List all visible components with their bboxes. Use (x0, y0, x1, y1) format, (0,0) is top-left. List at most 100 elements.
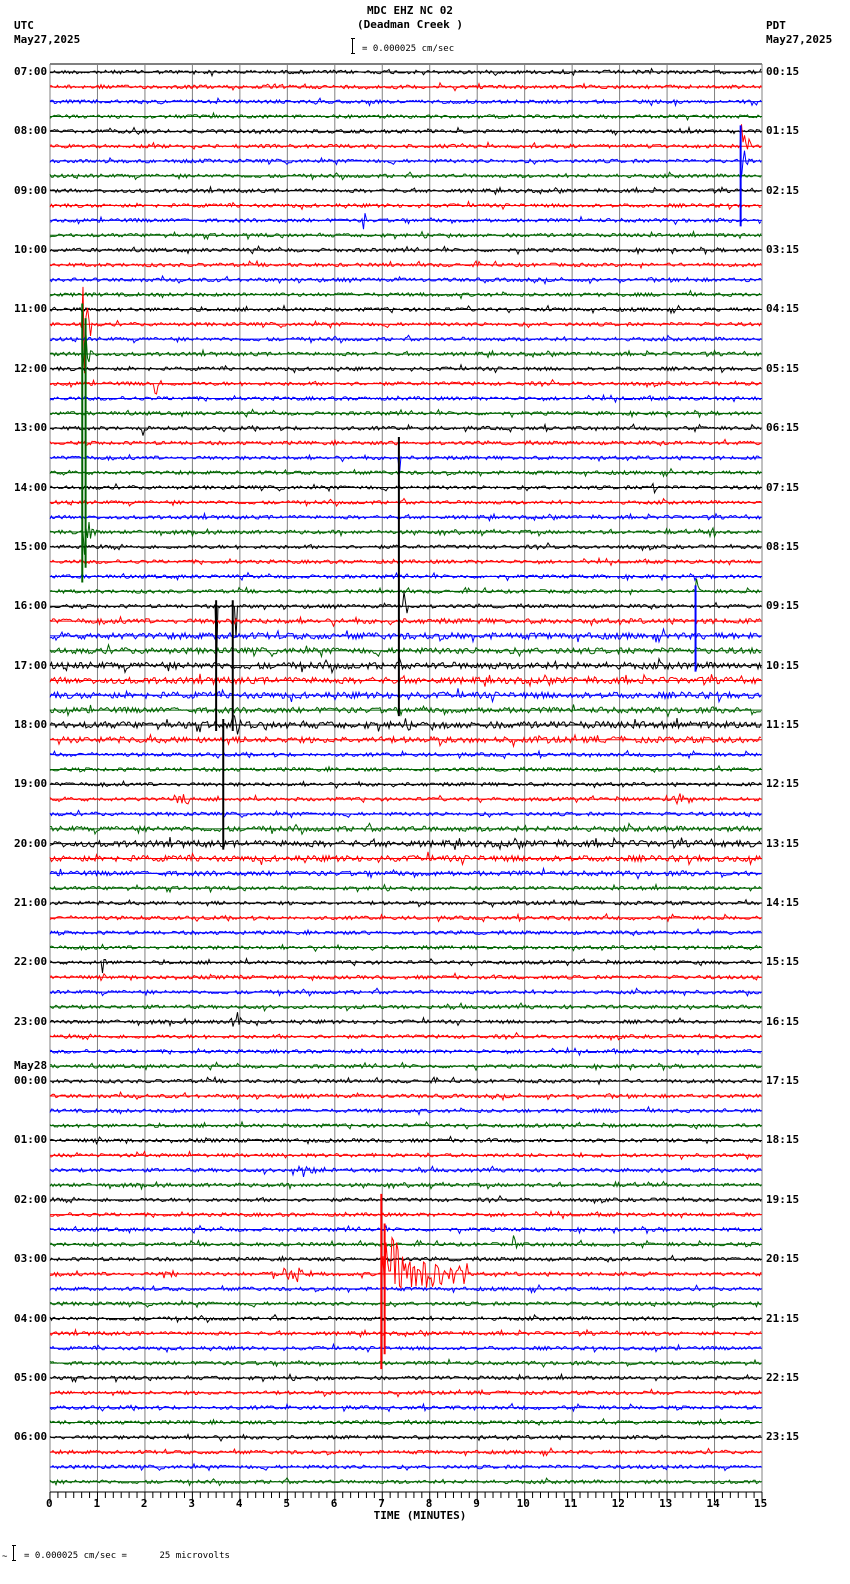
trace-row-28 (49, 482, 762, 495)
pdt-time-label: 08:15 (766, 539, 800, 553)
pdt-time-label: 19:15 (766, 1192, 800, 1206)
utc-time-label: 10:00 (14, 243, 48, 257)
pdt-time-label: 11:15 (766, 717, 800, 731)
pdt-time-label: 14:15 (766, 896, 800, 910)
trace-row-37 (49, 615, 762, 628)
trace-row-92 (49, 1433, 762, 1443)
trace-row-84 (49, 1313, 762, 1324)
trace-row-8 (49, 185, 762, 196)
trace-row-73 (49, 1150, 762, 1161)
pdt-time-label: 17:15 (766, 1074, 800, 1088)
trace-row-14 (49, 274, 762, 286)
x-tick-label: 12 (611, 1497, 625, 1510)
footer-mark: ~ (2, 1552, 8, 1562)
trace-row-21 (49, 378, 762, 395)
utc-time-label: 08:00 (14, 124, 48, 138)
pdt-time-label: 05:15 (766, 361, 800, 375)
pdt-time-label: 02:15 (766, 183, 800, 197)
trace-row-31 (49, 521, 762, 555)
trace-row-30 (49, 511, 762, 523)
trace-row-90 (49, 1402, 762, 1413)
x-tick-label: 11 (564, 1497, 578, 1510)
trace-row-49 (49, 793, 762, 806)
utc-time-label: 18:00 (14, 717, 48, 731)
trace-row-38 (49, 627, 762, 644)
left-date: May27,2025 (14, 33, 81, 46)
pdt-time-label: 04:15 (766, 302, 800, 316)
pdt-time-label: 20:15 (766, 1252, 800, 1266)
trace-row-85 (49, 1327, 762, 1339)
right-timezone: PDT (766, 19, 786, 32)
x-tick-label: 6 (330, 1497, 338, 1510)
trace-row-71 (49, 1120, 762, 1130)
trace-row-94 (49, 1462, 762, 1472)
trace-row-91 (49, 1417, 762, 1427)
station-location: (Deadman Creek ) (357, 18, 463, 31)
trace-row-83 (49, 1299, 762, 1309)
utc-time-label: 13:00 (14, 421, 48, 435)
utc-time-label: 22:00 (14, 955, 48, 969)
x-tick-label: 14 (706, 1497, 720, 1510)
trace-row-43 (49, 704, 762, 718)
x-tick-label: 1 (93, 1497, 101, 1510)
pdt-time-label: 06:15 (766, 421, 800, 435)
station-title: MDC EHZ NC 02 (366, 4, 454, 17)
trace-row-82 (49, 1283, 762, 1295)
trace-row-44 (49, 715, 762, 735)
utc-time-label: 00:00 (14, 1074, 48, 1088)
x-tick-label: 8 (425, 1497, 433, 1510)
pdt-time-label: 00:15 (766, 65, 800, 78)
trace-row-64 (49, 1012, 762, 1028)
trace-row-4 (49, 125, 762, 136)
trace-row-45 (50, 732, 762, 749)
utc-time-label: 06:00 (14, 1430, 48, 1444)
trace-row-81 (49, 1235, 762, 1290)
trace-row-50 (49, 809, 762, 819)
pdt-time-label: 23:15 (766, 1430, 800, 1444)
x-tick-label: 3 (188, 1497, 196, 1510)
trace-row-72 (49, 1135, 762, 1145)
trace-row-16 (49, 304, 761, 315)
utc-time-label: 07:00 (14, 65, 48, 78)
utc-time-label: 14:00 (14, 480, 48, 494)
utc-time-label: 12:00 (14, 361, 48, 375)
utc-time-label: May28 (14, 1059, 48, 1073)
trace-row-66 (49, 1046, 762, 1057)
pdt-time-label: 15:15 (766, 955, 800, 969)
trace-row-79 (49, 1235, 762, 1250)
utc-time-label: 02:00 (14, 1192, 48, 1206)
trace-row-67 (50, 1061, 762, 1072)
trace-row-5 (49, 124, 762, 150)
pdt-time-label: 18:15 (766, 1133, 800, 1147)
utc-time-label: 16:00 (14, 599, 48, 613)
utc-time-label: 20:00 (14, 836, 48, 850)
trace-row-24 (49, 422, 762, 436)
scale-bar-icon (351, 38, 355, 54)
utc-time-label: 23:00 (14, 1014, 48, 1028)
utc-time-label: 03:00 (14, 1252, 48, 1266)
x-tick-label: 7 (378, 1497, 385, 1510)
x-tick-label: 13 (659, 1497, 673, 1510)
trace-row-61 (49, 971, 762, 982)
utc-time-label: 01:00 (14, 1133, 48, 1147)
trace-row-32 (49, 542, 762, 552)
left-timezone: UTC (14, 19, 34, 32)
utc-time-label: 17:00 (14, 658, 48, 672)
pdt-time-label: 01:15 (766, 124, 800, 138)
utc-time-label: 05:00 (14, 1370, 48, 1384)
pdt-time-label: 21:15 (766, 1311, 800, 1325)
x-axis-label: TIME (MINUTES) (373, 1509, 467, 1522)
trace-row-35 (49, 578, 762, 596)
trace-row-69 (49, 1090, 762, 1102)
trace-row-74 (49, 1164, 761, 1178)
pdt-time-label: 03:15 (766, 243, 800, 257)
utc-time-label: 15:00 (14, 539, 48, 553)
pdt-time-label: 16:15 (766, 1014, 800, 1028)
trace-row-59 (49, 943, 762, 953)
x-tick-label: 9 (473, 1497, 480, 1510)
trace-row-18 (49, 334, 762, 345)
trace-row-60 (49, 956, 762, 974)
footer-scale-bar-icon (12, 1545, 16, 1561)
x-tick-label: 5 (283, 1497, 290, 1510)
utc-time-label: 21:00 (14, 896, 48, 910)
